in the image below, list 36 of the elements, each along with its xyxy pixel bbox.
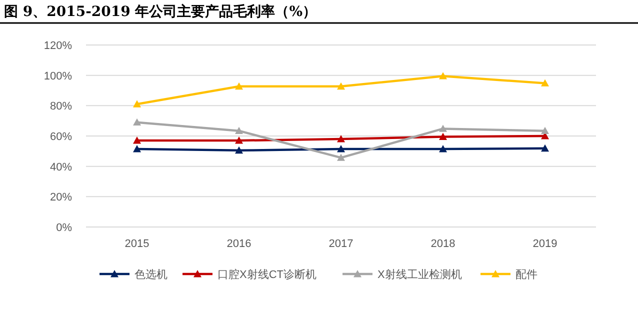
point bbox=[439, 132, 447, 140]
x-tick-label: 2016 bbox=[226, 238, 252, 250]
point bbox=[235, 136, 243, 144]
point bbox=[541, 144, 549, 152]
x-tick-label: 2018 bbox=[430, 238, 456, 250]
point bbox=[235, 126, 243, 134]
y-tick-label: 100% bbox=[44, 70, 72, 82]
legend-label: 色选机 bbox=[134, 268, 168, 281]
x-tick-label: 2015 bbox=[124, 238, 150, 250]
point bbox=[337, 135, 345, 142]
point bbox=[337, 154, 345, 161]
y-tick-label: 0% bbox=[56, 222, 72, 234]
point bbox=[337, 145, 345, 152]
point bbox=[439, 72, 447, 80]
legend-label: 配件 bbox=[516, 269, 538, 281]
y-tick-label: 20% bbox=[50, 192, 72, 204]
y-tick-label: 120% bbox=[44, 40, 72, 52]
point bbox=[439, 145, 447, 152]
point bbox=[235, 146, 243, 154]
point bbox=[133, 145, 141, 152]
x-tick-label: 2017 bbox=[328, 238, 354, 250]
y-tick-label: 60% bbox=[50, 131, 72, 143]
legend-label: 口腔X射线CT诊断机 bbox=[218, 268, 316, 281]
y-tick-label: 40% bbox=[50, 161, 72, 174]
point bbox=[541, 126, 549, 134]
point bbox=[439, 124, 447, 132]
chart-title: 图 9、2015-2019 年公司主要产品毛利率（%） bbox=[4, 3, 317, 20]
x-tick-label: 2019 bbox=[532, 238, 558, 250]
point bbox=[133, 136, 141, 144]
point bbox=[133, 118, 141, 126]
point bbox=[541, 79, 549, 86]
point bbox=[133, 100, 141, 108]
y-tick-label: 80% bbox=[50, 100, 72, 113]
point bbox=[337, 82, 345, 90]
point bbox=[235, 82, 243, 90]
legend-label: X射线工业检测机 bbox=[378, 268, 462, 281]
